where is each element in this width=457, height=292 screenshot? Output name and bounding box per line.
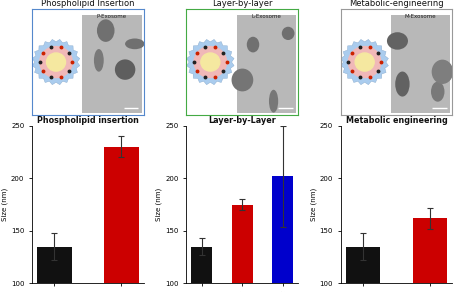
Ellipse shape bbox=[247, 37, 259, 53]
Circle shape bbox=[355, 53, 374, 71]
Ellipse shape bbox=[125, 39, 144, 49]
Y-axis label: Size (nm): Size (nm) bbox=[156, 188, 162, 221]
Polygon shape bbox=[341, 39, 388, 85]
Bar bbox=[104, 147, 139, 283]
Ellipse shape bbox=[431, 81, 445, 102]
Ellipse shape bbox=[97, 19, 115, 42]
Y-axis label: Size (nm): Size (nm) bbox=[310, 188, 317, 221]
Bar bbox=[37, 246, 72, 283]
Title: Layer-by-Layer: Layer-by-Layer bbox=[208, 116, 276, 125]
Ellipse shape bbox=[232, 69, 253, 91]
Circle shape bbox=[47, 53, 65, 71]
Bar bbox=[237, 15, 296, 113]
Bar bbox=[272, 176, 293, 283]
Polygon shape bbox=[186, 39, 234, 85]
Bar bbox=[413, 218, 447, 283]
Circle shape bbox=[40, 47, 72, 77]
Bar bbox=[232, 205, 253, 283]
Bar bbox=[391, 15, 450, 113]
Ellipse shape bbox=[432, 60, 453, 84]
Ellipse shape bbox=[387, 32, 408, 50]
Title: Metabolic engineering: Metabolic engineering bbox=[345, 116, 447, 125]
Ellipse shape bbox=[282, 27, 294, 40]
Title: Phospholipid insertion: Phospholipid insertion bbox=[37, 116, 139, 125]
Y-axis label: Size (nm): Size (nm) bbox=[1, 188, 8, 221]
Ellipse shape bbox=[94, 49, 104, 72]
Text: L-Exosome: L-Exosome bbox=[251, 14, 281, 19]
Ellipse shape bbox=[395, 72, 409, 97]
Title: Phospholipid Insertion: Phospholipid Insertion bbox=[41, 0, 135, 8]
Bar bbox=[345, 246, 381, 283]
Circle shape bbox=[194, 47, 227, 77]
Title: Metabolic-engineering: Metabolic-engineering bbox=[349, 0, 444, 8]
Title: Layer-by-layer: Layer-by-layer bbox=[212, 0, 272, 8]
Bar bbox=[191, 246, 213, 283]
Ellipse shape bbox=[269, 90, 278, 113]
Polygon shape bbox=[32, 39, 80, 85]
Circle shape bbox=[348, 47, 381, 77]
Circle shape bbox=[201, 53, 220, 71]
Text: P-Exosome: P-Exosome bbox=[97, 14, 127, 19]
Ellipse shape bbox=[115, 59, 135, 80]
Text: M-Exosome: M-Exosome bbox=[405, 14, 436, 19]
Bar bbox=[82, 15, 142, 113]
